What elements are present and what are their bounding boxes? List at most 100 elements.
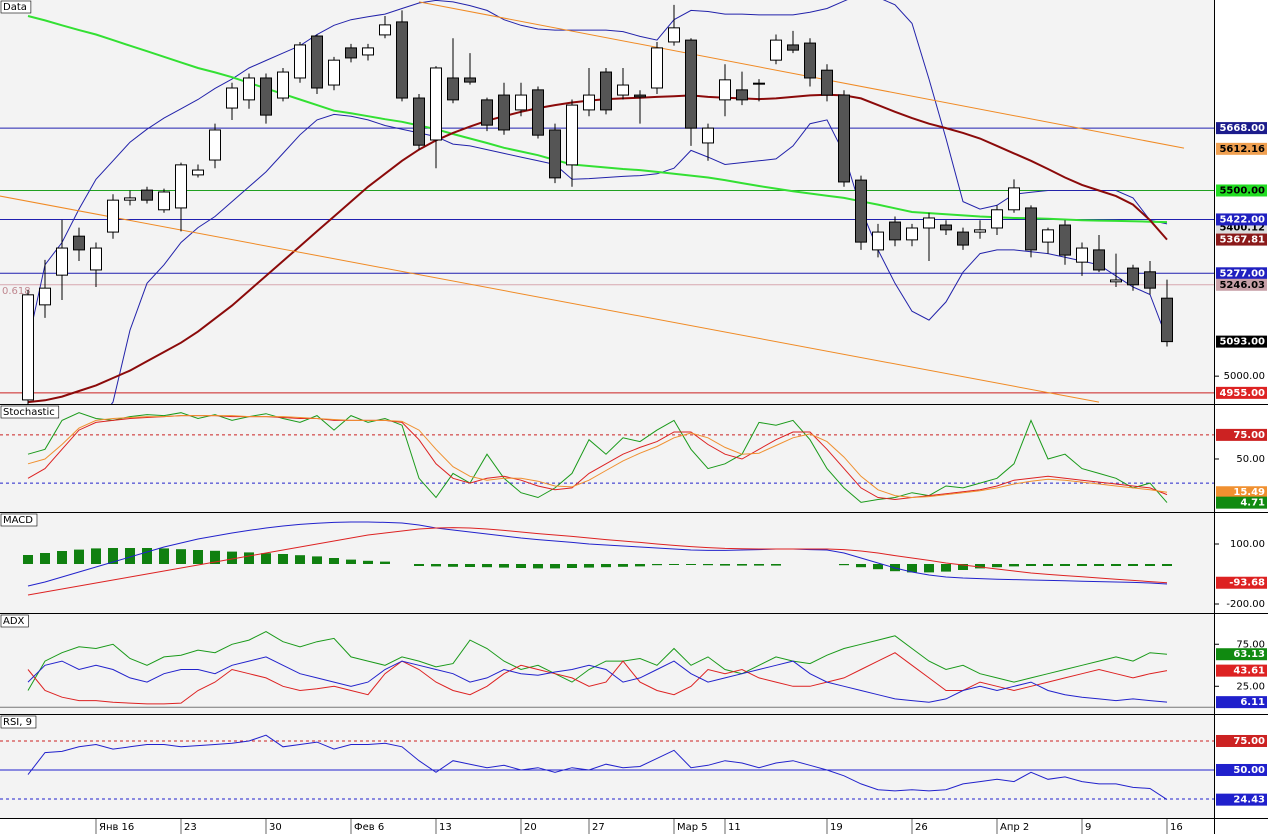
- price-marker-label: 75.00: [1233, 430, 1265, 441]
- candle-body: [158, 191, 170, 211]
- candle-body: [1127, 267, 1139, 286]
- candle-body: [39, 287, 51, 306]
- histogram-bar: [74, 549, 84, 564]
- candle-body: [1144, 271, 1156, 289]
- candle-body: [634, 94, 646, 98]
- histogram-bar: [584, 564, 594, 568]
- histogram-bar: [771, 564, 781, 566]
- candle-body: [821, 69, 833, 96]
- price-marker-label: 5400.12: [1219, 223, 1265, 234]
- histogram-bar: [380, 561, 390, 564]
- x-tick-label: 26: [915, 822, 928, 833]
- histogram-bar: [1060, 564, 1070, 566]
- price-marker-label: 75.00: [1233, 736, 1265, 747]
- histogram-bar: [499, 564, 509, 568]
- candle-body: [600, 71, 612, 111]
- histogram-bar: [295, 555, 305, 564]
- x-tick-label: 9: [1085, 822, 1091, 833]
- price-marker: [1216, 576, 1267, 589]
- price-marker-label: 4955.00: [1219, 388, 1265, 399]
- price-marker: [1216, 696, 1267, 709]
- x-tick-label: Янв 16: [99, 822, 134, 833]
- histogram-bar: [1094, 564, 1104, 566]
- histogram-bar: [448, 564, 458, 567]
- x-tick-label: 27: [592, 822, 605, 833]
- histogram-bar: [1162, 564, 1172, 566]
- x-tick-label: Фев 6: [354, 822, 384, 833]
- candle-body: [345, 47, 357, 59]
- histogram-bar: [414, 564, 424, 566]
- candle-body: [1076, 247, 1088, 263]
- price-marker-label: 5500.00: [1219, 185, 1265, 196]
- panel-title: ADX: [3, 616, 25, 627]
- indicator-line: [27, 521, 1168, 587]
- histogram-bar: [567, 564, 577, 568]
- histogram-bar: [618, 564, 628, 567]
- candle-body: [906, 227, 918, 241]
- candle-body: [1008, 187, 1020, 211]
- histogram-bar: [703, 564, 713, 566]
- x-tick-label: 13: [439, 822, 452, 833]
- candle-body: [90, 247, 102, 271]
- candle-body: [481, 99, 493, 126]
- candle-body: [379, 24, 391, 36]
- plot-area: [0, 412, 1214, 503]
- panel-title-box: [0, 405, 60, 419]
- price-marker-label: 15.49: [1233, 487, 1265, 498]
- candle-body: [532, 89, 544, 136]
- histogram-bar: [839, 564, 849, 566]
- panel-title: Data: [3, 2, 27, 13]
- histogram-bar: [159, 548, 169, 564]
- histogram-bar: [975, 564, 985, 569]
- candle-body: [923, 217, 935, 229]
- trend-line: [418, 1, 1185, 149]
- histogram-bar: [1145, 564, 1155, 566]
- plot-area: [0, 734, 1214, 801]
- panel-background: [0, 405, 1214, 512]
- price-marker: [1216, 267, 1267, 280]
- candle-body: [702, 127, 714, 144]
- panel-title-box: [0, 715, 37, 729]
- price-marker: [1216, 184, 1267, 197]
- candle-body: [974, 229, 986, 233]
- indicator-line: [27, 656, 1168, 703]
- price-marker: [1216, 233, 1267, 246]
- plot-area: [23, 521, 1172, 596]
- histogram-bar: [958, 564, 968, 570]
- x-tick-label: 11: [728, 822, 741, 833]
- price-marker-label: 5277.00: [1219, 268, 1265, 279]
- price-marker-label: 24.43: [1233, 795, 1265, 806]
- candle-body: [651, 47, 663, 89]
- price-marker: [1216, 496, 1267, 509]
- candle-body: [991, 209, 1003, 229]
- price-marker-label: 5246.03: [1219, 280, 1265, 291]
- histogram-bar: [754, 564, 764, 566]
- candle-body: [430, 67, 442, 141]
- candle-body: [804, 42, 816, 79]
- price-marker: [1216, 428, 1267, 441]
- histogram-bar: [210, 550, 220, 564]
- price-marker: [1216, 734, 1267, 747]
- candle-body: [413, 97, 425, 146]
- indicator-line: [27, 734, 1168, 801]
- candle-body: [396, 21, 408, 99]
- x-axis-background: [0, 819, 1268, 834]
- candle-body: [685, 39, 697, 129]
- candle-body: [1093, 249, 1105, 271]
- price-marker-label: 6.11: [1240, 697, 1265, 708]
- histogram-bar: [652, 564, 662, 566]
- histogram-bar: [244, 552, 254, 564]
- histogram-bar: [686, 564, 696, 565]
- price-marker-label: 63.13: [1233, 649, 1265, 660]
- plot-area: 0.618: [0, 0, 1214, 404]
- histogram-bar: [346, 559, 356, 564]
- panel-title-box: [0, 0, 32, 14]
- price-marker: [1216, 335, 1267, 348]
- candle-body: [566, 104, 578, 166]
- histogram-bar: [550, 564, 560, 569]
- candle-body: [141, 189, 153, 201]
- candle-body: [549, 129, 561, 179]
- histogram-bar: [261, 553, 271, 564]
- indicator-line: [27, 631, 1168, 691]
- histogram-bar: [227, 551, 237, 564]
